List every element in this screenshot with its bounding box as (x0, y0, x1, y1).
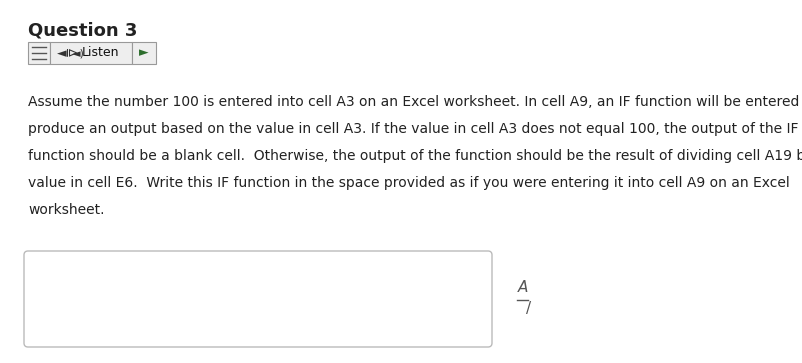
Text: Question 3: Question 3 (28, 22, 137, 40)
FancyBboxPatch shape (28, 42, 50, 64)
Text: ◄⧐: ◄⧐ (57, 46, 79, 60)
FancyBboxPatch shape (24, 251, 492, 347)
Text: value in cell E6.  Write this IF function in the space provided as if you were e: value in cell E6. Write this IF function… (28, 176, 790, 190)
Text: Assume the number 100 is entered into cell A3 on an Excel worksheet. In cell A9,: Assume the number 100 is entered into ce… (28, 95, 802, 109)
Text: A: A (518, 280, 529, 295)
Text: /: / (526, 301, 531, 316)
Text: Listen: Listen (82, 46, 119, 60)
Text: ►: ► (140, 46, 149, 60)
Text: worksheet.: worksheet. (28, 203, 104, 217)
FancyBboxPatch shape (132, 42, 156, 64)
Text: ◄): ◄) (72, 48, 85, 58)
Text: function should be a blank cell.  Otherwise, the output of the function should b: function should be a blank cell. Otherwi… (28, 149, 802, 163)
Text: produce an output based on the value in cell A3. If the value in cell A3 does no: produce an output based on the value in … (28, 122, 799, 136)
FancyBboxPatch shape (50, 42, 132, 64)
